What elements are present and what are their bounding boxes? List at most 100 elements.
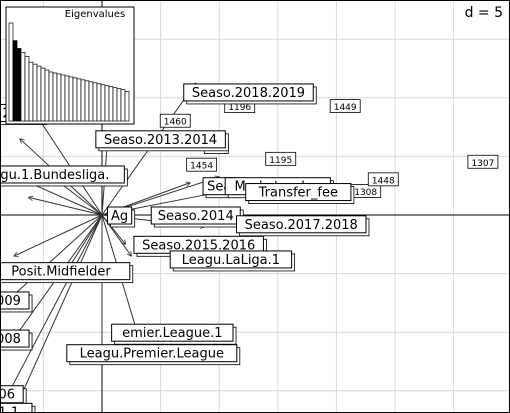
variable-arrow [35, 112, 103, 216]
row-point-label: 1454 [186, 157, 218, 172]
eigenvalue-bar [16, 48, 22, 122]
eigenvalue-bar [52, 72, 58, 122]
row-point-box [265, 151, 297, 166]
row-point-label: 1195 [265, 151, 297, 166]
variable-arrow [14, 214, 103, 411]
row-point-text: 1196 [228, 103, 251, 113]
variable-label: Seaso.2017.2018 [235, 215, 370, 237]
eigenvalue-bar [72, 77, 78, 122]
eigenvalue-bar [36, 65, 42, 122]
variable-label-text: Leagu.LaLiga.1 [182, 253, 280, 268]
variable-label-text: Seaso.2017.2018 [245, 218, 358, 233]
variable-label-box [0, 329, 30, 348]
eigenvalue-bar [76, 78, 82, 122]
variable-label: emier.League.1 [111, 323, 237, 345]
variable-label-text: Seaso.2015.2016 [142, 238, 255, 253]
row-point-label: 1308 [350, 184, 382, 198]
eigenvalue-bar [120, 89, 126, 122]
eigenvalue-bar [92, 82, 98, 122]
row-point-text: 1448 [372, 176, 395, 186]
row-point-box [159, 113, 191, 128]
row-point-text: 1454 [190, 162, 213, 172]
variable-label: Leagu.LaLiga.1 [169, 250, 296, 272]
variable-label-text: Seaso.2007.2008 [0, 332, 21, 347]
variable-label-box [245, 183, 352, 202]
variable-label-text: Ag [111, 209, 128, 224]
variable-label-box [106, 206, 133, 225]
variable-arrow [14, 214, 103, 256]
row-point-label: 1460 [159, 113, 191, 128]
variable-label: Seaso.2013.2014 [95, 130, 229, 152]
variable-label-box [0, 402, 33, 413]
variable-labels: Seaso.2018.2019Seaso.2012.2013Seaso.2013… [0, 83, 370, 413]
variable-label-box [0, 385, 24, 404]
variable-arrow [67, 214, 103, 271]
eigenvalue-bar [124, 91, 130, 122]
variable-label-text: Posit.Midfielder [11, 265, 111, 280]
eigenvalue-bar [56, 73, 62, 122]
variable-label: Seaso.2014 [150, 206, 244, 228]
variable-label: Ag [106, 206, 136, 228]
row-point-label: 1448 [367, 172, 399, 187]
eigenvalue-bar [32, 63, 38, 122]
row-point-text: 1307 [471, 159, 494, 169]
variable-arrow [8, 214, 103, 394]
variable-label: Posit.Midfielder [0, 262, 134, 284]
variable-label-box [235, 215, 367, 234]
scale-label: d = 5 [465, 5, 503, 21]
eigenvalue-bar [108, 86, 114, 122]
variable-arrow [101, 214, 131, 256]
row-point-text: 1449 [334, 103, 357, 113]
eigenvalue-bar [100, 84, 106, 122]
eigenvalue-bar [8, 22, 14, 122]
variable-label-text: Leagu.Premier.League [80, 347, 224, 362]
variable-label: Seaso.2018.2019 [183, 83, 317, 105]
variable-label-box [66, 344, 238, 363]
variable-label-box [0, 291, 30, 310]
row-point-box [329, 99, 361, 113]
eigenvalue-bar [24, 55, 30, 122]
row-point-box [367, 172, 399, 187]
eigenvalue-bar [64, 75, 70, 122]
variable-label-box [183, 83, 314, 102]
eigenvalue-bar [104, 85, 110, 122]
variable-label-text: Seaso.2013.2014 [104, 133, 217, 148]
variable-label-text: Transfer_fee [258, 186, 338, 201]
eigenvalue-bar [60, 74, 66, 122]
eigenvalue-panel: Eigenvalues [5, 6, 135, 125]
variable-label: Seaso.2007.2008 [0, 329, 33, 351]
eigenvalue-bar [20, 52, 26, 122]
variable-label-text: Leagu.1.Bundesliga. [0, 168, 109, 183]
variable-label-box [0, 165, 125, 184]
eigenvalue-bar [112, 87, 118, 122]
eigenvalue-bar [68, 76, 74, 122]
variable-label-text: Seaso.2008.2009 [0, 294, 21, 309]
eigenvalue-bar [44, 69, 50, 122]
variable-label-text: Seaso.2005.2006 [0, 388, 15, 403]
variable-label-box [0, 262, 131, 281]
variable-label: Leagu.1.Bundesliga. [0, 165, 128, 187]
row-point-box [186, 157, 218, 172]
row-point-text: 1460 [164, 118, 187, 128]
variable-label: Leagu.Premier.League [66, 344, 241, 366]
eigenvalue-bar [12, 40, 18, 122]
variable-label-box [111, 323, 234, 342]
variable-label-text: Seaso.2018.2019 [192, 86, 305, 101]
eigenvalue-bar [80, 79, 86, 122]
eigenvalue-bar [28, 61, 34, 122]
row-point-text: 1308 [354, 188, 377, 198]
variable-arrow [8, 214, 103, 300]
variable-label: Seaso.2005.2006 [0, 385, 27, 407]
eigenvalue-bar [40, 67, 46, 122]
variable-label-text: Seaso.2014 [158, 209, 234, 224]
variable-arrow [29, 197, 103, 216]
variable-label: Transfer_fee [245, 183, 355, 204]
eigenvalue-bar [48, 71, 54, 122]
row-point-label: 1449 [329, 99, 361, 113]
variable-label-box [169, 250, 293, 269]
row-point-box [467, 154, 499, 169]
variable-label-box [95, 130, 226, 149]
eigenvalue-bar [116, 88, 122, 122]
eigenvalue-bar [96, 83, 102, 122]
